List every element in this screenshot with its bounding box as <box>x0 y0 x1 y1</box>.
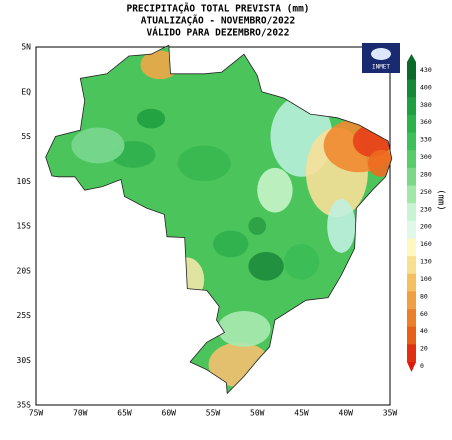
colorbar-segment <box>407 273 416 292</box>
precip-blob <box>248 217 267 235</box>
logo-cloud <box>371 48 391 60</box>
colorbar-segment <box>407 256 416 275</box>
precip-blob <box>327 199 356 253</box>
brazil-outline <box>45 44 393 395</box>
colorbar-unit: (mm) <box>436 189 446 211</box>
colorbar-label: 280 <box>420 170 432 178</box>
lon-label: 45W <box>294 409 309 418</box>
colorbar-label: 250 <box>420 188 432 196</box>
lon-label: 35W <box>383 409 398 418</box>
colorbar-segment <box>407 79 416 98</box>
colorbar-segment <box>407 185 416 204</box>
precip-blob <box>217 311 271 347</box>
title-line: VÁLIDO PARA DEZEMBRO/2022 <box>147 27 290 39</box>
colorbar-label: 60 <box>420 310 428 318</box>
colorbar-label: 100 <box>420 275 432 283</box>
lat-label: 10S <box>17 177 32 186</box>
lon-label: 65W <box>117 409 132 418</box>
lon-label: 75W <box>29 409 44 418</box>
colorbar-segment <box>407 62 416 81</box>
colorbar-segment <box>407 97 416 116</box>
title-line: ATUALIZAÇÃO - NOVEMBRO/2022 <box>141 16 295 27</box>
precip-blob <box>213 230 249 258</box>
colorbar-label: 130 <box>420 258 432 266</box>
colorbar-label: 400 <box>420 83 432 91</box>
lat-label: 20S <box>17 266 32 275</box>
colorbar-label: 430 <box>420 66 432 74</box>
colorbar-segment <box>407 344 416 363</box>
colorbar-segment <box>407 114 416 134</box>
precip-blob <box>177 145 231 182</box>
precip-blob <box>248 251 284 281</box>
precip-blob <box>71 127 125 164</box>
colorbar-segment <box>407 309 416 328</box>
colorbar-label: 200 <box>420 223 432 231</box>
colorbar-segment <box>407 150 416 169</box>
lon-label: 60W <box>162 409 177 418</box>
colorbar-label: 230 <box>420 205 432 213</box>
colorbar-segment <box>407 167 416 187</box>
lat-label: EQ <box>21 87 31 96</box>
lon-label: 70W <box>73 409 88 418</box>
colorbar-label: 80 <box>420 292 428 300</box>
lon-label: 40W <box>339 409 354 418</box>
lat-label: 5S <box>21 132 31 141</box>
colorbar-segment <box>407 291 416 310</box>
lat-label: 30S <box>17 356 32 365</box>
lon-label: 55W <box>206 409 221 418</box>
colorbar-label: 20 <box>420 345 428 353</box>
colorbar-segment <box>407 203 416 222</box>
lat-label: 5N <box>21 43 31 52</box>
colorbar-segment <box>407 238 416 257</box>
colorbar-bottom <box>407 362 416 372</box>
colorbar-segment <box>407 132 416 151</box>
colorbar-label: 40 <box>420 327 428 335</box>
colorbar-label: 300 <box>420 153 432 161</box>
precip-blob <box>257 167 293 213</box>
colorbar-label: 380 <box>420 101 432 109</box>
title-line: PRECIPITAÇÃO TOTAL PREVISTA (mm) <box>126 4 309 15</box>
colorbar-segment <box>407 220 416 239</box>
lat-label: 25S <box>17 311 32 320</box>
colorbar-label: 330 <box>420 136 432 144</box>
lat-label: 35S <box>17 401 32 410</box>
colorbar-segment <box>407 326 416 345</box>
lon-label: 50W <box>250 409 265 418</box>
precip-blob <box>283 243 320 280</box>
logo-text: INMET <box>372 64 390 71</box>
precip-blob <box>136 108 166 129</box>
colorbar-label: 0 <box>420 362 424 370</box>
colorbar-label: 360 <box>420 118 432 126</box>
colorbar-label: 160 <box>420 240 432 248</box>
colorbar-top <box>407 54 416 62</box>
lat-label: 15S <box>17 222 32 231</box>
